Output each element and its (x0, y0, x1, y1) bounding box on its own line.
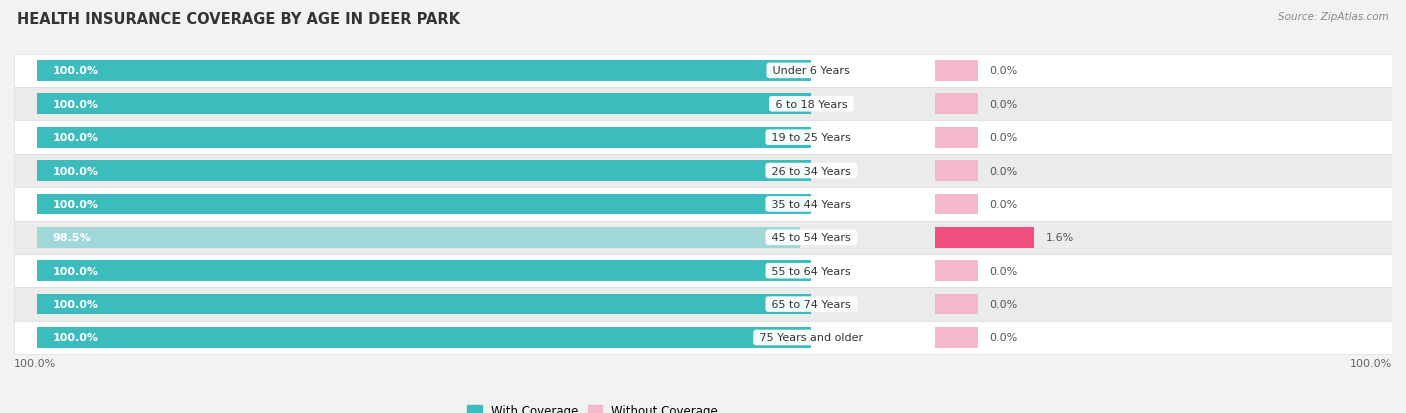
Text: 100.0%: 100.0% (53, 166, 98, 176)
Bar (14, 221, 1392, 254)
Bar (14, 154, 1392, 188)
Bar (935, 128, 977, 148)
Text: 6 to 18 Years: 6 to 18 Years (772, 100, 851, 109)
Text: 100.0%: 100.0% (1350, 358, 1392, 368)
Text: 0.0%: 0.0% (990, 133, 1018, 143)
Text: 0.0%: 0.0% (990, 266, 1018, 276)
Bar (38, 228, 800, 248)
Bar (38, 328, 811, 348)
Bar (935, 194, 977, 215)
Text: 65 to 74 Years: 65 to 74 Years (768, 299, 855, 309)
Bar (14, 188, 1392, 221)
Text: 0.0%: 0.0% (990, 299, 1018, 309)
Bar (38, 94, 811, 115)
Text: 100.0%: 100.0% (53, 199, 98, 209)
Bar (935, 328, 977, 348)
Bar (14, 55, 1392, 88)
Bar (14, 88, 1392, 121)
Bar (38, 128, 811, 148)
Bar (935, 61, 977, 81)
Text: 100.0%: 100.0% (53, 299, 98, 309)
Text: 55 to 64 Years: 55 to 64 Years (768, 266, 855, 276)
Text: 98.5%: 98.5% (53, 233, 91, 243)
Text: Under 6 Years: Under 6 Years (769, 66, 853, 76)
Text: 100.0%: 100.0% (53, 66, 98, 76)
Text: Source: ZipAtlas.com: Source: ZipAtlas.com (1278, 12, 1389, 22)
Bar (935, 261, 977, 281)
Text: 100.0%: 100.0% (53, 333, 98, 343)
Text: 100.0%: 100.0% (53, 266, 98, 276)
Text: 35 to 44 Years: 35 to 44 Years (768, 199, 855, 209)
Text: 45 to 54 Years: 45 to 54 Years (768, 233, 855, 243)
Text: 100.0%: 100.0% (14, 358, 56, 368)
Bar (935, 161, 977, 181)
Text: 100.0%: 100.0% (53, 133, 98, 143)
Text: 19 to 25 Years: 19 to 25 Years (768, 133, 855, 143)
Text: 0.0%: 0.0% (990, 333, 1018, 343)
Text: 0.0%: 0.0% (990, 100, 1018, 109)
Text: 0.0%: 0.0% (990, 66, 1018, 76)
Text: HEALTH INSURANCE COVERAGE BY AGE IN DEER PARK: HEALTH INSURANCE COVERAGE BY AGE IN DEER… (17, 12, 460, 27)
Bar (38, 294, 811, 315)
Text: 0.0%: 0.0% (990, 199, 1018, 209)
Text: 26 to 34 Years: 26 to 34 Years (768, 166, 855, 176)
Bar (38, 161, 811, 181)
Text: 100.0%: 100.0% (53, 100, 98, 109)
Bar (935, 228, 1035, 248)
Text: 1.6%: 1.6% (1046, 233, 1074, 243)
Bar (935, 94, 977, 115)
Bar (14, 121, 1392, 154)
Legend: With Coverage, Without Coverage: With Coverage, Without Coverage (463, 399, 723, 413)
Bar (14, 288, 1392, 321)
Text: 0.0%: 0.0% (990, 166, 1018, 176)
Bar (14, 321, 1392, 354)
Bar (935, 294, 977, 315)
Bar (38, 261, 811, 281)
Bar (14, 254, 1392, 288)
Text: 75 Years and older: 75 Years and older (756, 333, 866, 343)
Bar (38, 194, 811, 215)
Bar (38, 61, 811, 81)
